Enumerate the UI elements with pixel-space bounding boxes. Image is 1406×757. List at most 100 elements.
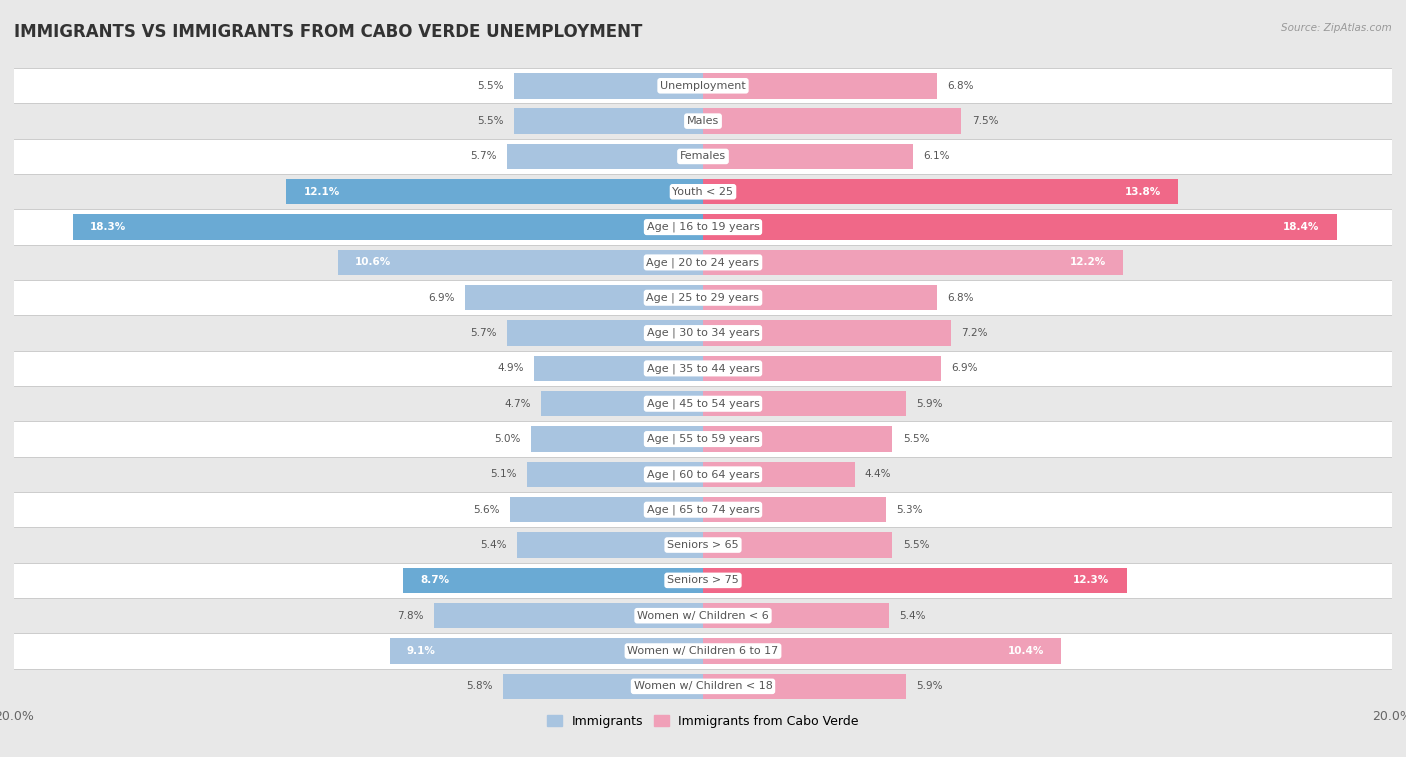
- Bar: [14, 139, 1392, 174]
- Text: Age | 30 to 34 years: Age | 30 to 34 years: [647, 328, 759, 338]
- Bar: [703, 73, 938, 98]
- Text: Women w/ Children < 6: Women w/ Children < 6: [637, 611, 769, 621]
- Bar: [541, 391, 703, 416]
- Text: 5.3%: 5.3%: [896, 505, 922, 515]
- Bar: [703, 144, 912, 169]
- Text: 12.2%: 12.2%: [1070, 257, 1107, 267]
- Text: 5.7%: 5.7%: [470, 328, 496, 338]
- Text: 5.5%: 5.5%: [903, 434, 929, 444]
- Text: 5.4%: 5.4%: [481, 540, 506, 550]
- Text: Women w/ Children < 18: Women w/ Children < 18: [634, 681, 772, 691]
- Text: Age | 16 to 19 years: Age | 16 to 19 years: [647, 222, 759, 232]
- Text: 5.8%: 5.8%: [467, 681, 494, 691]
- Bar: [703, 285, 938, 310]
- Bar: [510, 497, 703, 522]
- Text: Source: ZipAtlas.com: Source: ZipAtlas.com: [1281, 23, 1392, 33]
- Text: Women w/ Children 6 to 17: Women w/ Children 6 to 17: [627, 646, 779, 656]
- Bar: [703, 250, 1123, 275]
- Bar: [434, 603, 703, 628]
- Bar: [337, 250, 703, 275]
- Bar: [506, 320, 703, 346]
- Bar: [703, 214, 1337, 240]
- Bar: [703, 568, 1126, 593]
- Text: 8.7%: 8.7%: [420, 575, 450, 585]
- Bar: [703, 391, 907, 416]
- Text: 4.7%: 4.7%: [505, 399, 531, 409]
- Text: 5.5%: 5.5%: [477, 81, 503, 91]
- Bar: [703, 108, 962, 134]
- Text: 6.8%: 6.8%: [948, 293, 974, 303]
- Bar: [703, 179, 1178, 204]
- Bar: [513, 108, 703, 134]
- Text: 5.4%: 5.4%: [900, 611, 925, 621]
- Text: 12.3%: 12.3%: [1073, 575, 1109, 585]
- Text: 12.1%: 12.1%: [304, 187, 340, 197]
- Bar: [703, 532, 893, 558]
- Text: 13.8%: 13.8%: [1125, 187, 1161, 197]
- Bar: [14, 210, 1392, 245]
- Text: 6.9%: 6.9%: [429, 293, 456, 303]
- Bar: [703, 497, 886, 522]
- Bar: [14, 492, 1392, 528]
- Bar: [703, 356, 941, 381]
- Bar: [703, 462, 855, 487]
- Text: 5.7%: 5.7%: [470, 151, 496, 161]
- Text: Seniors > 75: Seniors > 75: [666, 575, 740, 585]
- Text: 5.9%: 5.9%: [917, 681, 943, 691]
- Text: Age | 20 to 24 years: Age | 20 to 24 years: [647, 257, 759, 268]
- Bar: [14, 386, 1392, 422]
- Text: Age | 25 to 29 years: Age | 25 to 29 years: [647, 292, 759, 303]
- Bar: [465, 285, 703, 310]
- Text: Age | 45 to 54 years: Age | 45 to 54 years: [647, 398, 759, 409]
- Bar: [14, 245, 1392, 280]
- Bar: [703, 674, 907, 699]
- Text: 5.0%: 5.0%: [494, 434, 520, 444]
- Text: 6.8%: 6.8%: [948, 81, 974, 91]
- Text: 6.1%: 6.1%: [924, 151, 950, 161]
- Text: 7.5%: 7.5%: [972, 116, 998, 126]
- Bar: [703, 320, 950, 346]
- Bar: [703, 426, 893, 452]
- Bar: [503, 674, 703, 699]
- Bar: [531, 426, 703, 452]
- Text: 5.5%: 5.5%: [903, 540, 929, 550]
- Bar: [14, 562, 1392, 598]
- Text: Age | 65 to 74 years: Age | 65 to 74 years: [647, 504, 759, 515]
- Text: 5.5%: 5.5%: [477, 116, 503, 126]
- Bar: [513, 73, 703, 98]
- Text: Females: Females: [681, 151, 725, 161]
- Bar: [14, 104, 1392, 139]
- Bar: [14, 350, 1392, 386]
- Bar: [389, 638, 703, 664]
- Text: 4.9%: 4.9%: [498, 363, 524, 373]
- Bar: [703, 638, 1062, 664]
- Bar: [73, 214, 703, 240]
- Text: Age | 55 to 59 years: Age | 55 to 59 years: [647, 434, 759, 444]
- Text: 18.4%: 18.4%: [1284, 222, 1320, 232]
- Bar: [14, 316, 1392, 350]
- Text: 10.4%: 10.4%: [1008, 646, 1045, 656]
- Text: 9.1%: 9.1%: [406, 646, 436, 656]
- Text: 5.6%: 5.6%: [474, 505, 499, 515]
- Bar: [14, 456, 1392, 492]
- Text: Unemployment: Unemployment: [661, 81, 745, 91]
- Text: 18.3%: 18.3%: [90, 222, 127, 232]
- Text: Males: Males: [688, 116, 718, 126]
- Bar: [14, 598, 1392, 634]
- Text: 7.8%: 7.8%: [398, 611, 425, 621]
- Bar: [506, 144, 703, 169]
- Bar: [14, 174, 1392, 210]
- Text: 6.9%: 6.9%: [950, 363, 977, 373]
- Text: 5.9%: 5.9%: [917, 399, 943, 409]
- Bar: [534, 356, 703, 381]
- Text: Youth < 25: Youth < 25: [672, 187, 734, 197]
- Text: 5.1%: 5.1%: [491, 469, 517, 479]
- Bar: [14, 634, 1392, 668]
- Bar: [404, 568, 703, 593]
- Bar: [14, 528, 1392, 562]
- Bar: [517, 532, 703, 558]
- Bar: [527, 462, 703, 487]
- Text: 4.4%: 4.4%: [865, 469, 891, 479]
- Text: 10.6%: 10.6%: [356, 257, 391, 267]
- Text: Age | 60 to 64 years: Age | 60 to 64 years: [647, 469, 759, 480]
